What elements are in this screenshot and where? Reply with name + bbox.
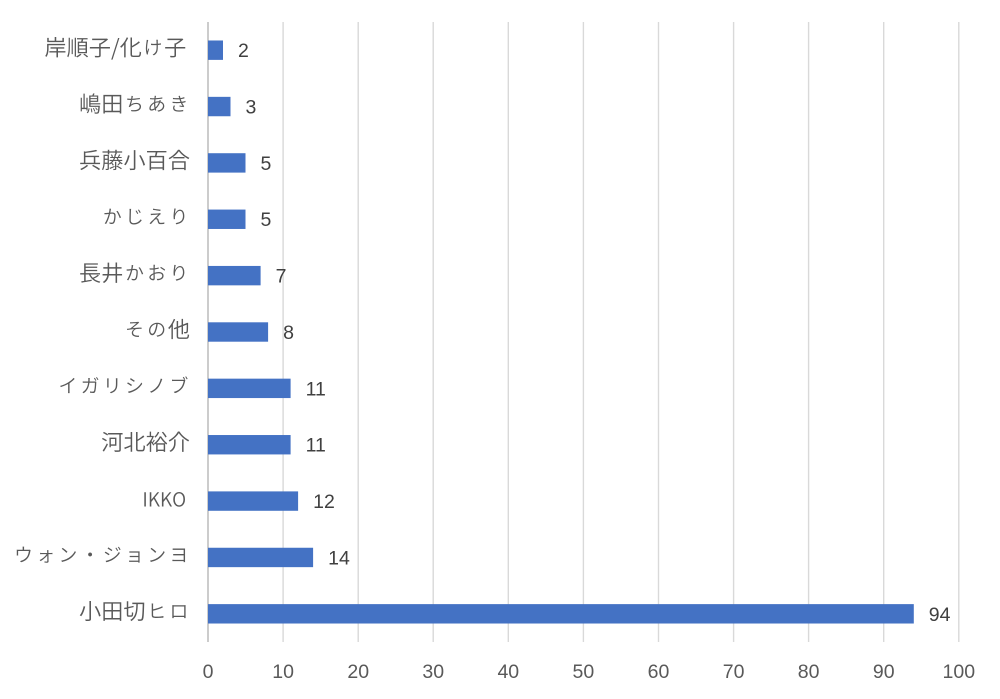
- svg-text:100: 100: [943, 661, 976, 683]
- svg-text:50: 50: [573, 661, 595, 683]
- svg-text:14: 14: [328, 547, 350, 569]
- svg-text:10: 10: [272, 661, 294, 683]
- svg-text:94: 94: [929, 604, 951, 626]
- svg-text:3: 3: [246, 97, 257, 119]
- svg-text:5: 5: [261, 209, 272, 231]
- svg-text:30: 30: [422, 661, 444, 683]
- svg-text:7: 7: [276, 266, 287, 288]
- svg-text:12: 12: [313, 491, 335, 513]
- svg-text:60: 60: [648, 661, 670, 683]
- svg-text:0: 0: [203, 661, 214, 683]
- svg-text:20: 20: [347, 661, 369, 683]
- svg-text:40: 40: [497, 661, 519, 683]
- svg-text:90: 90: [873, 661, 895, 683]
- svg-text:70: 70: [723, 661, 745, 683]
- svg-text:2: 2: [238, 40, 249, 62]
- svg-text:11: 11: [306, 378, 326, 400]
- svg-text:80: 80: [798, 661, 820, 683]
- svg-text:8: 8: [283, 322, 294, 344]
- svg-text:11: 11: [306, 435, 326, 457]
- svg-text:5: 5: [261, 153, 272, 175]
